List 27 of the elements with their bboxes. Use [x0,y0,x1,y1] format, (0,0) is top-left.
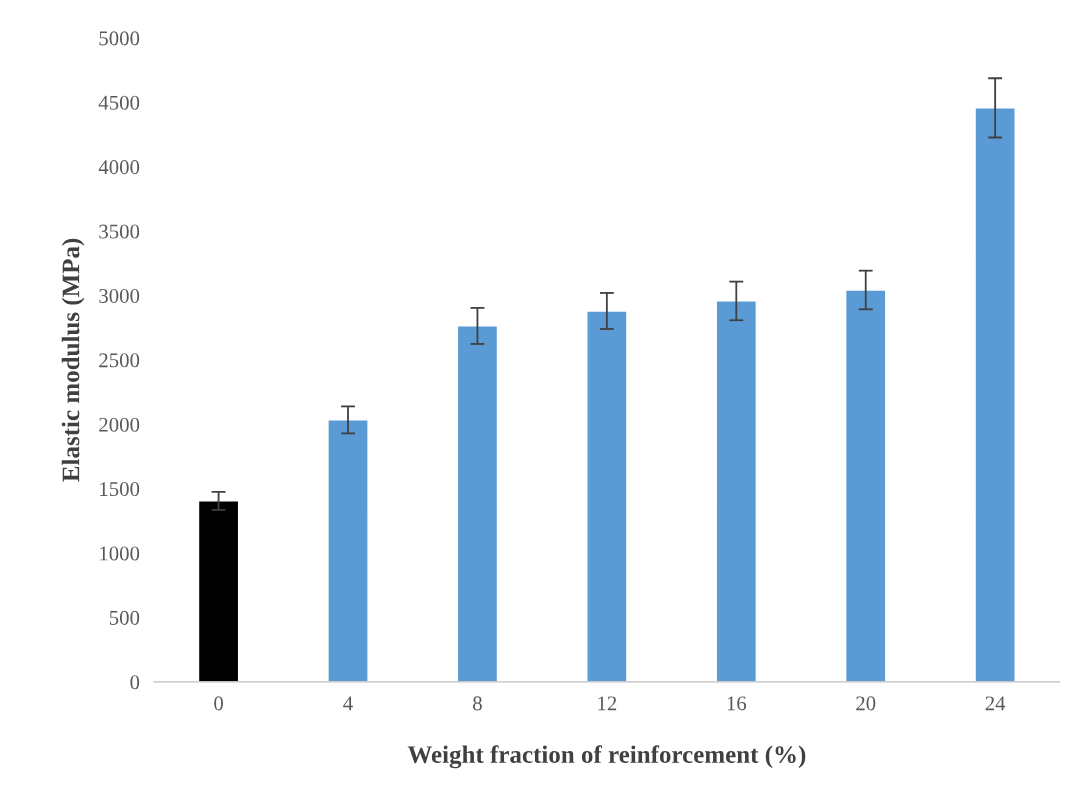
x-tick-label: 12 [598,696,617,711]
x-tick-label: 8 [473,696,482,711]
bar [974,107,1016,682]
y-tick-label: 5000 [99,31,140,46]
y-tick-label: 1000 [100,546,140,561]
bar [586,310,628,682]
y-tick-label: 2500 [99,353,140,368]
y-tick-label: 3000 [99,288,140,303]
y-tick-label: 4000 [98,160,140,175]
y-tick-label: 0 [130,675,140,690]
x-axis-title: Weight fraction of reinforcement (%) [407,745,806,769]
y-tick-label: 1500 [100,482,140,497]
bar [197,500,240,682]
y-tick-label: 2000 [99,417,140,432]
y-tick-label: 3500 [99,224,140,239]
y-tick-label: 500 [109,610,140,625]
x-tick-label: 4 [343,696,353,711]
bar [844,289,887,682]
bar [715,300,758,682]
x-tick-label: 16 [727,696,747,711]
x-tick-label: 20 [856,696,876,711]
y-axis-title: Elastic modulus (MPa) [61,238,85,482]
bar [456,325,499,682]
bar [327,419,369,682]
y-tick-label: 4500 [98,95,140,110]
x-tick-label: 0 [214,696,223,711]
x-tick-label: 24 [985,696,1006,711]
